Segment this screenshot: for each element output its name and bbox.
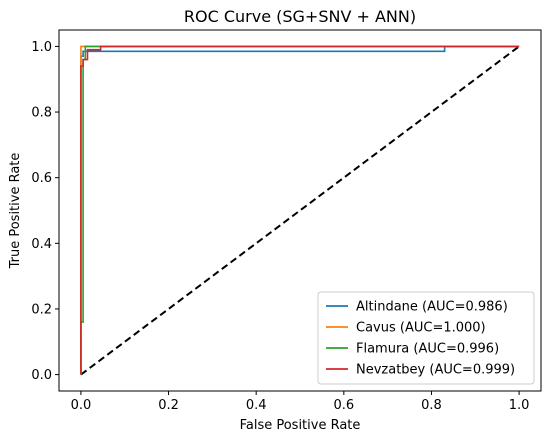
legend: Altindane (AUC=0.986) Cavus (AUC=1.000) Fl… bbox=[317, 291, 535, 385]
legend-box bbox=[317, 291, 535, 385]
y-tick-label: 1.0 bbox=[31, 40, 52, 55]
x-tick-label: 0.8 bbox=[421, 398, 442, 413]
x-tick-label: 1.0 bbox=[509, 398, 530, 413]
y-tick-label: 0.4 bbox=[31, 237, 52, 252]
legend-entry: Altindane (AUC=0.986) bbox=[356, 300, 508, 315]
x-tick-label: 0.0 bbox=[71, 398, 92, 413]
chart-title: ROC Curve (SG+SNV + ANN) bbox=[184, 7, 416, 26]
roc-line-3 bbox=[80, 45, 520, 375]
x-tick-label: 0.4 bbox=[246, 398, 267, 413]
plot-frame bbox=[58, 29, 542, 392]
legend-entry: Flamura (AUC=0.996) bbox=[356, 342, 499, 357]
legend-entry: Nevzatbey (AUC=0.999) bbox=[356, 363, 515, 378]
x-tick-label: 0.6 bbox=[333, 398, 354, 413]
chance-reference-line bbox=[80, 45, 520, 376]
y-tick-label: 0.0 bbox=[31, 368, 52, 383]
y-tick-label: 0.2 bbox=[31, 302, 52, 317]
y-axis-title: True Positive Rate bbox=[8, 153, 23, 270]
y-tick-label: 0.8 bbox=[31, 106, 52, 121]
x-axis-title: False Positive Rate bbox=[240, 418, 361, 433]
x-tick-label: 0.2 bbox=[158, 398, 179, 413]
legend-entry: Cavus (AUC=1.000) bbox=[356, 321, 486, 336]
y-tick-label: 0.6 bbox=[31, 171, 52, 186]
